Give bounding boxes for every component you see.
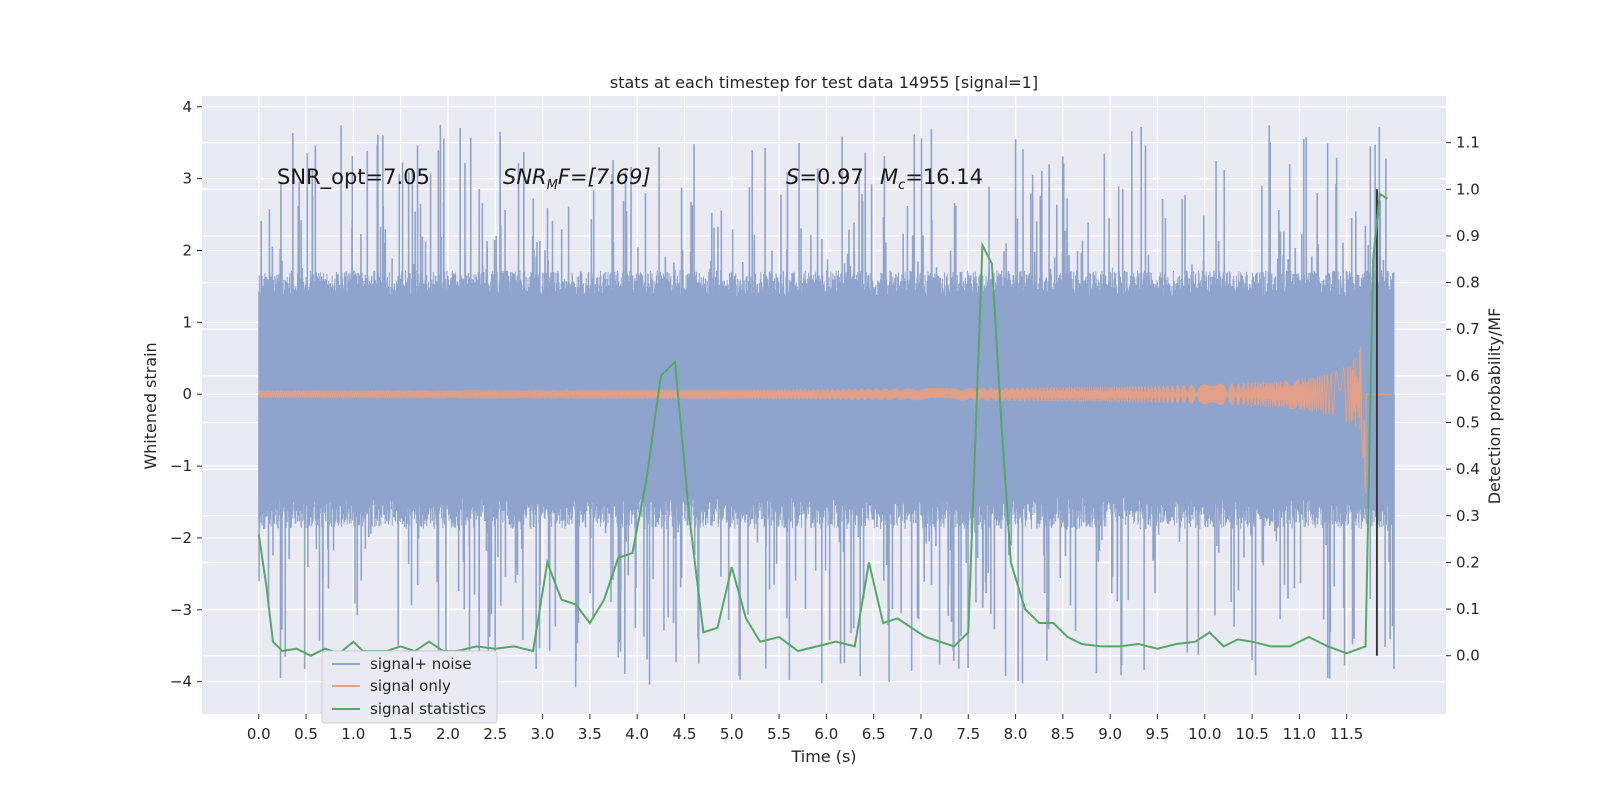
legend-label-signal-only: signal only (370, 677, 451, 695)
chart-title: stats at each timestep for test data 149… (610, 73, 1038, 92)
x-tick-label: 10.0 (1188, 725, 1221, 743)
annotation-snr-mf-main: SNR (503, 165, 547, 189)
y-axis-label: Whitened strain (141, 342, 160, 469)
annotation-snr-opt: SNR_opt=7.05 (277, 165, 430, 190)
y2-tick-label: 0.0 (1456, 647, 1480, 665)
x-tick-label: 11.0 (1283, 725, 1316, 743)
x-tick-label: 10.5 (1235, 725, 1268, 743)
x-tick-label: 11.5 (1330, 725, 1363, 743)
annotation-mc-main: M (880, 165, 898, 189)
annotation-mc-rest: =16.14 (905, 165, 983, 189)
x-tick-labels: 0.0 0.5 1.0 1.5 2.0 2.5 3.0 3.5 4.0 4.5 5.0 5.5 6.0 6… (247, 714, 1363, 743)
annotation-snr-mf: SNRMF=[7.69] (503, 165, 651, 193)
y2-axis-label: Detection probability/MF (1485, 308, 1504, 505)
x-tick-label: 1.5 (389, 725, 413, 743)
legend-label-signal-plus-noise: signal+ noise (370, 655, 472, 673)
x-tick-label: 3.0 (531, 725, 555, 743)
y2-tick-label: 0.4 (1456, 460, 1480, 478)
x-tick-label: 2.0 (436, 725, 460, 743)
x-tick-label: 5.5 (767, 725, 791, 743)
y2-tick-label: 0.2 (1456, 553, 1480, 571)
series-signal-statistics (257, 192, 1388, 657)
x-tick-label: 2.5 (483, 725, 507, 743)
annotation-snr-mf-sub: M (547, 178, 558, 193)
y2-tick-label: 0.3 (1456, 507, 1480, 525)
annotation-mc-sub: c (898, 178, 905, 193)
annotation-s: S=0.97 (786, 165, 864, 189)
y-tick-label: 3 (182, 170, 192, 188)
annotation-s-main: S (786, 165, 799, 189)
x-tick-label: 0.5 (294, 725, 318, 743)
y2-tick-label: 0.6 (1456, 367, 1480, 385)
plot-area (257, 124, 1395, 688)
x-tick-label: 5.0 (720, 725, 744, 743)
y-tick-label: 4 (182, 98, 192, 116)
x-tick-label: 7.0 (909, 725, 933, 743)
y-tick-label: −4 (170, 673, 192, 691)
legend-label-signal-statistics: signal statistics (370, 700, 486, 718)
y-tick-label: −1 (170, 457, 192, 475)
y-tick-label: 0 (182, 385, 192, 403)
x-tick-label: 8.5 (1051, 725, 1075, 743)
annotation-s-rest: =0.97 (799, 165, 863, 189)
x-axis-label: Time (s) (790, 747, 856, 766)
y-tick-labels: −4 −3 −2 −1 0 1 2 3 4 (170, 98, 202, 691)
y2-tick-label: 0.5 (1456, 413, 1480, 431)
y2-tick-labels: 0.0 0.1 0.2 0.3 0.4 0.5 0.6 0.7 0.8 0.9 1.0 1.1 (1446, 134, 1480, 665)
y-tick-label: −2 (170, 529, 192, 547)
x-tick-label: 6.0 (814, 725, 838, 743)
x-tick-label: 9.5 (1146, 725, 1170, 743)
y-tick-label: 1 (182, 313, 192, 331)
y2-tick-label: 1.0 (1456, 180, 1480, 198)
x-tick-label: 8.0 (1004, 725, 1028, 743)
x-tick-label: 7.5 (956, 725, 980, 743)
series-signal-plus-noise-spikes (258, 124, 1395, 688)
y-tick-label: 2 (182, 242, 192, 260)
y2-tick-label: 1.1 (1456, 134, 1480, 152)
series-signal-only (258, 346, 1394, 495)
x-tick-label: 3.5 (578, 725, 602, 743)
x-tick-label: 1.0 (341, 725, 365, 743)
legend: signal+ noise signal only signal statist… (321, 650, 498, 724)
x-tick-label: 4.5 (673, 725, 697, 743)
legend-box (321, 650, 498, 724)
y-tick-label: −3 (170, 601, 192, 619)
y2-tick-label: 0.1 (1456, 600, 1480, 618)
y2-tick-label: 0.9 (1456, 227, 1480, 245)
y2-tick-label: 0.8 (1456, 274, 1480, 292)
annotation-mc: Mc=16.14 (880, 165, 983, 193)
x-tick-label: 4.0 (625, 725, 649, 743)
x-tick-label: 6.5 (862, 725, 886, 743)
x-tick-label: 0.0 (247, 725, 271, 743)
y2-tick-label: 0.7 (1456, 320, 1480, 338)
x-tick-label: 9.0 (1098, 725, 1122, 743)
annotation-snr-mf-rest: F=[7.69] (558, 165, 651, 189)
